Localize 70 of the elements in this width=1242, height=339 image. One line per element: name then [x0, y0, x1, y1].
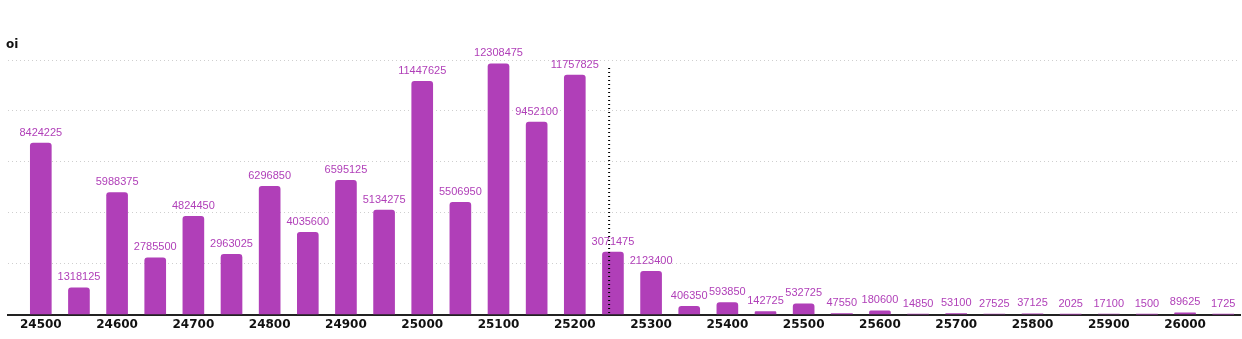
bar: [144, 257, 167, 315]
bar: [220, 253, 243, 315]
data-label: 2963025: [210, 236, 253, 249]
data-label: 5988375: [95, 175, 139, 188]
data-label: 2123400: [629, 253, 673, 266]
data-label: 5134275: [362, 192, 406, 205]
y-axis-title: oi: [6, 37, 19, 52]
bar: [29, 142, 52, 315]
data-label: 2785500: [133, 240, 177, 253]
bar: [678, 305, 701, 315]
data-label: 6296850: [248, 168, 292, 181]
data-label: 27525: [979, 296, 1010, 309]
x-tick-label: 25700: [935, 316, 978, 331]
data-label: 593850: [709, 285, 746, 298]
data-label: 1500: [1134, 297, 1160, 310]
data-label: 6595125: [324, 162, 368, 175]
data-label: 53100: [940, 296, 972, 309]
bar: [296, 232, 319, 315]
bar: [411, 81, 434, 315]
data-label: 5506950: [438, 184, 482, 197]
x-tick-label: 24600: [96, 316, 138, 331]
data-label: 4824450: [171, 198, 215, 211]
bar: [106, 192, 128, 315]
x-tick-label: 25400: [706, 316, 749, 331]
bar: [373, 209, 395, 315]
bar: [449, 202, 472, 315]
data-label: 8424225: [19, 125, 63, 138]
bar: [487, 63, 510, 315]
x-tick-label: 24800: [248, 316, 291, 331]
data-label: 89625: [1169, 295, 1201, 308]
bar: [182, 216, 205, 315]
data-label: 14850: [902, 296, 934, 309]
x-tick-label: 24900: [325, 316, 367, 331]
data-label: 3071475: [591, 234, 635, 247]
x-tick-label: 25900: [1087, 316, 1130, 331]
data-label: 406350: [670, 288, 708, 301]
bar: [258, 186, 281, 315]
data-label: 9452100: [515, 104, 559, 117]
x-tick-label: 25500: [782, 316, 825, 331]
data-label: 12308475: [474, 46, 523, 59]
bar: [754, 311, 777, 315]
x-tick-label: 24700: [172, 316, 215, 331]
bar: [792, 303, 815, 315]
bar: [68, 287, 90, 315]
data-label: 37125: [1017, 296, 1048, 309]
data-label: 17100: [1093, 296, 1125, 309]
x-tick-label: 24500: [19, 316, 62, 331]
bar: [640, 271, 662, 315]
data-label: 532725: [785, 286, 823, 299]
x-tick-label: 25200: [553, 316, 596, 331]
x-tick-label: 25800: [1011, 316, 1054, 331]
bar: [335, 179, 357, 315]
bar: [525, 121, 548, 315]
data-label: 11447625: [398, 63, 447, 76]
data-label: 11757825: [550, 57, 599, 70]
data-label: 4035600: [286, 214, 330, 227]
bar: [563, 74, 586, 315]
x-tick-label: 25300: [630, 316, 672, 331]
x-tick-label: 26000: [1164, 316, 1206, 331]
data-label: 1725: [1210, 297, 1236, 310]
x-tick-label: 25600: [859, 316, 901, 331]
x-tick-label: 25000: [401, 316, 444, 331]
data-label: 2025: [1058, 297, 1083, 310]
x-tick-label: 25100: [477, 316, 520, 331]
data-label: 142725: [747, 294, 784, 307]
data-label: 180600: [861, 293, 899, 306]
data-label: 1318125: [57, 270, 101, 283]
data-label: 47550: [826, 296, 858, 309]
bar: [602, 251, 624, 315]
bar: [716, 302, 739, 315]
